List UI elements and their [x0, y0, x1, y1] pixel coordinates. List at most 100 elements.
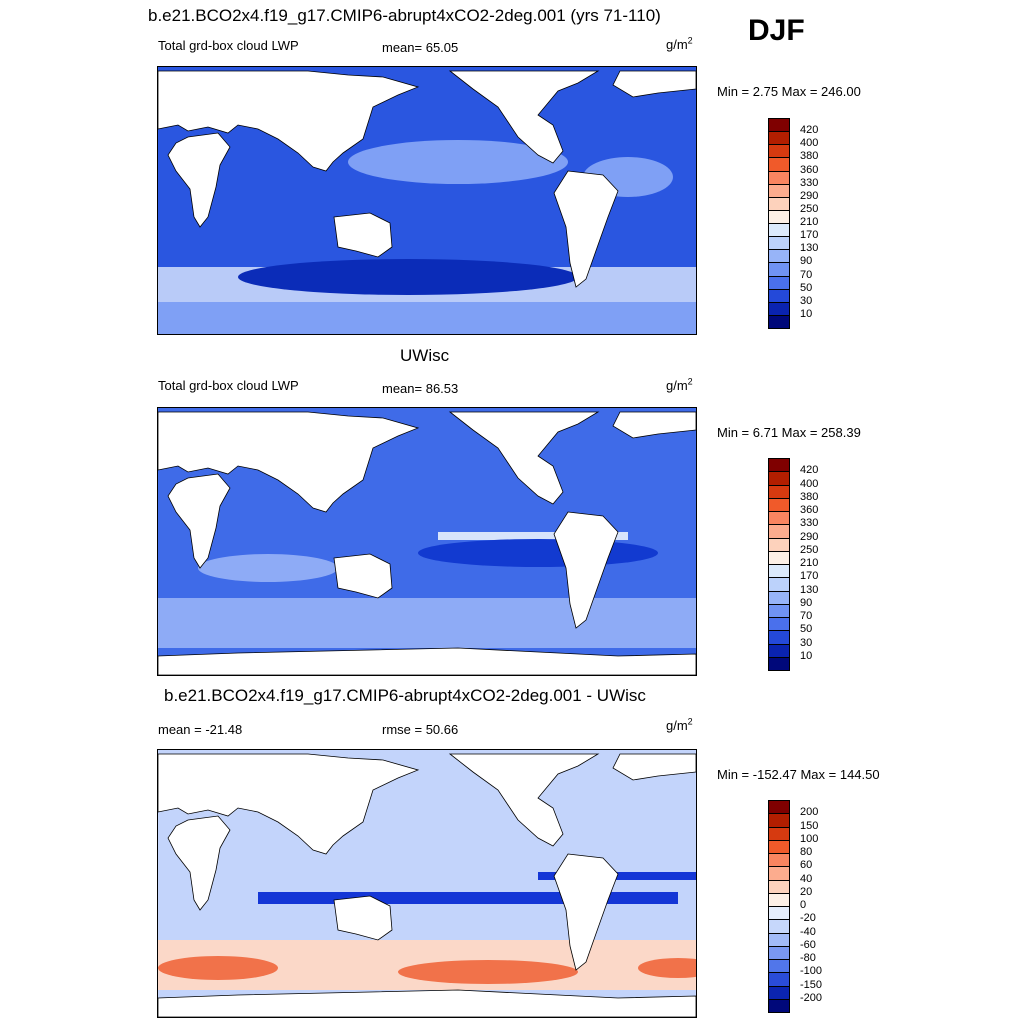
panel-2-colorbar: 420 400 380 360 330 290 250 210 170 130 90 70 50 30 10 — [768, 458, 848, 671]
colorbar-label: 420 — [800, 124, 819, 137]
colorbar-swatch — [768, 314, 790, 329]
colorbar-swatch — [768, 236, 790, 251]
colorbar-swatch — [768, 223, 790, 238]
colorbar-label: 90 — [800, 596, 813, 609]
colorbar-swatch — [768, 879, 790, 894]
colorbar-swatch — [768, 630, 790, 645]
colorbar-swatch — [768, 853, 790, 868]
colorbar-swatch — [768, 617, 790, 632]
colorbar-label: 210 — [800, 216, 819, 228]
colorbar-swatch — [768, 262, 790, 277]
panel-3-title: b.e21.BCO2x4.f19_g17.CMIP6-abrupt4xCO2-2… — [164, 686, 646, 705]
colorbar-swatch — [768, 301, 790, 316]
colorbar-label: 380 — [800, 490, 819, 503]
season-label: DJF — [748, 14, 805, 47]
colorbar-swatch — [768, 906, 790, 921]
land-masses — [158, 411, 696, 675]
colorbar-label: 210 — [800, 557, 819, 569]
colorbar-label: 170 — [800, 570, 819, 583]
colorbar-swatch — [768, 603, 790, 618]
colorbar-swatch — [768, 458, 790, 473]
colorbar-label: 150 — [800, 819, 819, 832]
colorbar-swatch — [768, 656, 790, 671]
colorbar-swatch — [768, 972, 790, 987]
colorbar-label: -60 — [800, 938, 816, 951]
land-masses — [158, 753, 696, 1017]
panel-3-min-max: Min = -152.47 Max = 144.50 — [717, 767, 880, 782]
colorbar-swatch — [768, 892, 790, 907]
colorbar-label: -80 — [800, 952, 816, 964]
colorbar-swatch — [768, 157, 790, 172]
colorbar-label: -150 — [800, 978, 823, 991]
panel-1-title: b.e21.BCO2x4.f19_g17.CMIP6-abrupt4xCO2-2… — [148, 6, 661, 25]
colorbar-label: 70 — [800, 268, 813, 281]
itcz-band — [438, 532, 628, 540]
colorbar-swatch — [768, 183, 790, 198]
colorbar-swatch — [768, 826, 790, 841]
southern-ocean-positive-core — [638, 958, 696, 978]
colorbar-swatch — [768, 484, 790, 499]
colorbar-label: 420 — [800, 464, 819, 477]
colorbar-label: 20 — [800, 885, 813, 898]
colorbar-swatch — [768, 144, 790, 159]
panel-2-min-max: Min = 6.71 Max = 258.39 — [717, 425, 861, 440]
colorbar-swatch — [768, 249, 790, 264]
colorbar-label: 290 — [800, 189, 819, 202]
colorbar-label: 250 — [800, 202, 819, 215]
colorbar-label: 30 — [800, 294, 813, 307]
colorbar-label: 90 — [800, 255, 813, 268]
colorbar-swatch — [768, 471, 790, 486]
colorbar-label: 70 — [800, 610, 813, 622]
colorbar-swatch — [768, 919, 790, 934]
panel-1-unit-label: g/m2 — [666, 35, 693, 52]
colorbar-label: 30 — [800, 636, 813, 649]
colorbar-swatch — [768, 813, 790, 828]
panel-1-colorbar: 420 400 380 360 330 290 250 210 170 130 90 70 50 30 10 — [768, 118, 848, 329]
panel-2-mean-label: mean= 86.53 — [382, 381, 459, 396]
colorbar-swatch — [768, 800, 790, 815]
colorbar-label: 330 — [800, 176, 819, 189]
land-masses — [158, 70, 696, 288]
colorbar-label: -20 — [800, 912, 816, 925]
panel-3-colorbar: 200 150 100 80 60 40 20 0 -20 -40 -60 -80 -100 -150 -2… — [768, 800, 848, 1013]
southern-ocean-band-outer — [158, 302, 696, 334]
southern-ocean-positive-core — [398, 960, 578, 984]
colorbar-label: 380 — [800, 150, 819, 163]
tropical-negative-band — [258, 892, 678, 904]
colorbar-label: 50 — [800, 281, 813, 294]
colorbar-label: -200 — [800, 991, 823, 1004]
colorbar-swatch — [768, 550, 790, 565]
colorbar-swatch — [768, 998, 790, 1013]
colorbar-swatch — [768, 959, 790, 974]
colorbar-swatch — [768, 866, 790, 881]
colorbar-swatch — [768, 196, 790, 211]
panel-1-variable-label: Total grd-box cloud LWP — [158, 38, 299, 53]
colorbar-swatch — [768, 932, 790, 947]
colorbar-label: -40 — [800, 925, 816, 938]
colorbar-swatch — [768, 511, 790, 526]
colorbar-label: 400 — [800, 477, 819, 490]
panel-1-mean-label: mean= 65.05 — [382, 40, 459, 55]
southern-ocean-band — [158, 598, 696, 648]
colorbar-label: 50 — [800, 623, 813, 636]
colorbar-swatch — [768, 537, 790, 552]
north-pacific-band — [348, 140, 568, 184]
panel-3-rmse-label: rmse = 50.66 — [382, 722, 459, 737]
colorbar-swatch — [768, 288, 790, 303]
colorbar-label: 400 — [800, 137, 819, 150]
colorbar-label: 290 — [800, 530, 819, 543]
southern-ocean-positive-core — [158, 956, 278, 980]
colorbar-swatch — [768, 209, 790, 224]
colorbar-swatch — [768, 131, 790, 146]
colorbar-label: 200 — [800, 806, 819, 819]
indian-ocean-band — [198, 554, 338, 582]
colorbar-label: 80 — [800, 846, 813, 858]
colorbar-label: 0 — [800, 899, 807, 911]
panel-2-map — [157, 407, 697, 676]
panel-1-min-max: Min = 2.75 Max = 246.00 — [717, 84, 861, 99]
colorbar-label: 130 — [800, 583, 819, 596]
colorbar-label: 10 — [800, 649, 813, 662]
colorbar-label: 10 — [800, 307, 813, 320]
colorbar-swatch — [768, 839, 790, 854]
panel-2-unit-label: g/m2 — [666, 376, 693, 393]
